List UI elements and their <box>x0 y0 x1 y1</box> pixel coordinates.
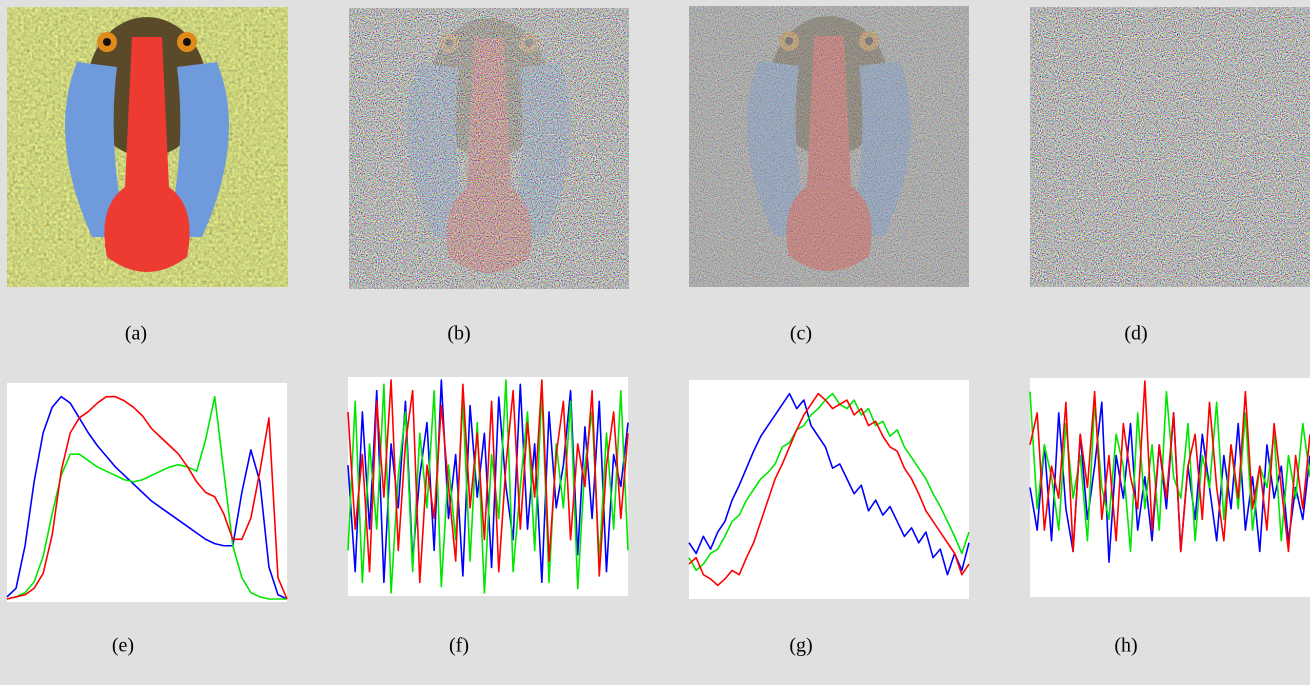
caption: (b) <box>447 323 470 345</box>
noise <box>1030 7 1310 287</box>
plot-area <box>689 380 969 599</box>
caption: (d) <box>1124 323 1147 345</box>
image-plain <box>7 7 288 287</box>
image-cipher-3 <box>1030 7 1310 287</box>
image-cipher-2 <box>689 6 969 287</box>
figure: (a) (b) (c) (d) (e) (f) (g) (h) <box>0 0 1310 685</box>
image-cipher-1 <box>349 8 629 289</box>
caption: (g) <box>789 635 812 657</box>
caption: (h) <box>1114 635 1137 657</box>
page: {"images": [{"caption": "(a)"}, {"captio… <box>0 0 1310 685</box>
caption: (a) <box>125 323 147 345</box>
caption: (f) <box>449 635 469 657</box>
caption: (c) <box>790 323 812 345</box>
caption: (e) <box>112 635 134 657</box>
